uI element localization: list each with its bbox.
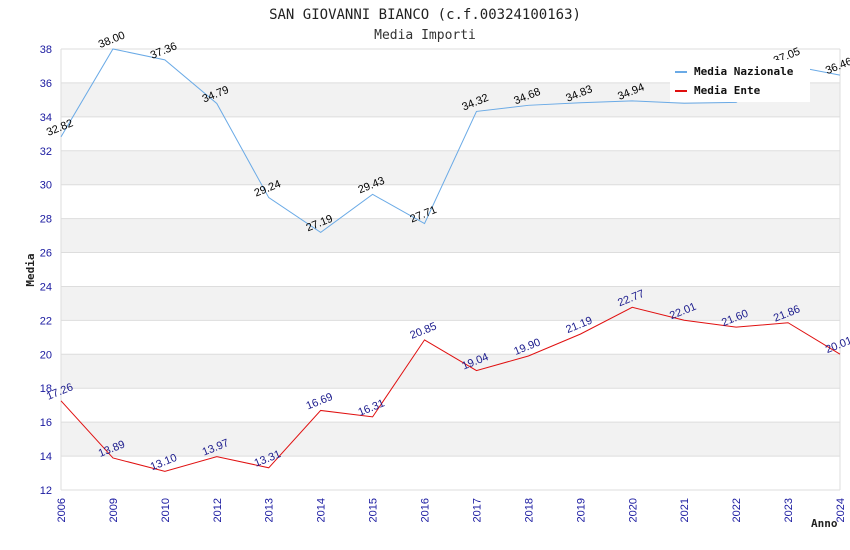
series-layer bbox=[60, 48, 841, 472]
x-tick-label: 2009 bbox=[108, 498, 120, 522]
x-tick-label: 2013 bbox=[264, 498, 276, 522]
grid-lines bbox=[60, 48, 841, 491]
y-tick-label: 34 bbox=[40, 112, 52, 124]
background-band bbox=[61, 422, 840, 457]
y-tick-label: 26 bbox=[40, 248, 52, 260]
x-tick-label: 2019 bbox=[575, 498, 587, 522]
x-tick-labels: 2006 2009 2010 2012 2013 2014 2015 2016 2017 2018… bbox=[56, 498, 847, 522]
y-tick-label: 38 bbox=[40, 44, 52, 56]
legend-label-media-nazionale: Media Nazionale bbox=[694, 65, 794, 78]
series-line-media-nazionale bbox=[60, 48, 841, 233]
data-label: 16.31 bbox=[356, 397, 386, 418]
x-tick-label: 2021 bbox=[679, 498, 691, 522]
x-tick-label: 2016 bbox=[420, 498, 432, 522]
chart-title: SAN GIOVANNI BIANCO (c.f.00324100163) bbox=[269, 7, 581, 23]
background-band bbox=[61, 354, 840, 389]
y-tick-labels: 12 14 16 18 20 22 24 26 28 30 32 34 36 38 bbox=[40, 44, 52, 497]
y-tick-label: 30 bbox=[40, 180, 52, 192]
background-band bbox=[61, 218, 840, 253]
y-tick-label: 32 bbox=[40, 146, 52, 158]
x-tick-label: 2010 bbox=[160, 498, 172, 522]
data-label: 36.46 bbox=[824, 56, 850, 77]
chart-subtitle: Media Importi bbox=[374, 28, 476, 43]
legend-label-media-ente: Media Ente bbox=[694, 84, 761, 97]
y-tick-label: 16 bbox=[40, 417, 52, 429]
x-tick-label: 2006 bbox=[56, 498, 68, 522]
y-tick-label: 22 bbox=[40, 315, 52, 327]
background-band bbox=[61, 286, 840, 321]
y-tick-label: 14 bbox=[40, 451, 52, 463]
x-tick-label: 2017 bbox=[471, 498, 483, 522]
data-label: 20.85 bbox=[408, 320, 438, 341]
x-tick-label: 2015 bbox=[368, 498, 380, 522]
data-label: 16.69 bbox=[305, 391, 335, 412]
y-tick-label: 12 bbox=[40, 485, 52, 497]
y-tick-label: 18 bbox=[40, 383, 52, 395]
legend-background bbox=[670, 60, 810, 102]
y-tick-label: 24 bbox=[40, 281, 52, 293]
x-tick-label: 2014 bbox=[316, 498, 328, 522]
y-axis-title: Media bbox=[24, 253, 37, 286]
y-tick-label: 20 bbox=[40, 349, 52, 361]
x-tick-label: 2024 bbox=[835, 498, 847, 522]
x-tick-label: 2022 bbox=[731, 498, 743, 522]
series-line-media-ente bbox=[60, 306, 841, 472]
x-tick-label: 2018 bbox=[523, 498, 535, 522]
x-axis-title: Anno bbox=[811, 517, 838, 530]
x-tick-label: 2020 bbox=[627, 498, 639, 522]
data-label: 38.00 bbox=[97, 29, 127, 50]
x-tick-label: 2023 bbox=[783, 498, 795, 522]
data-label: 37.36 bbox=[149, 40, 179, 61]
background-bands bbox=[61, 82, 840, 457]
legend: Media Nazionale Media Ente bbox=[670, 60, 810, 102]
y-tick-label: 36 bbox=[40, 78, 52, 90]
y-tick-label: 28 bbox=[40, 214, 52, 226]
x-tick-label: 2012 bbox=[212, 498, 224, 522]
